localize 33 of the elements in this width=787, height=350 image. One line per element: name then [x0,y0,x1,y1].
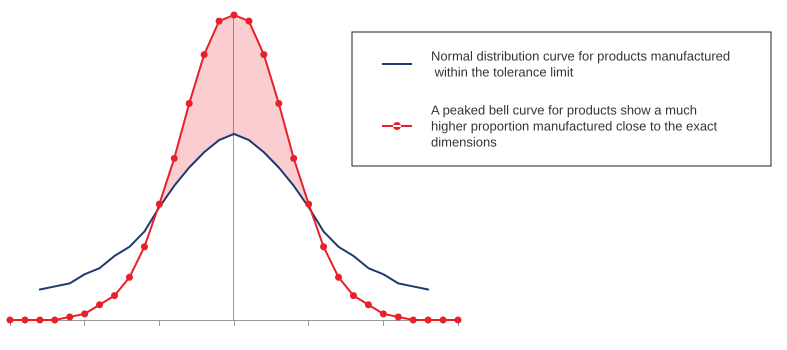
point [200,51,208,58]
point [410,316,417,324]
point [260,51,268,58]
point [156,200,163,208]
point [394,313,402,320]
point [230,12,238,18]
point [216,18,223,25]
point [380,310,387,318]
point [170,154,178,162]
point [245,18,252,25]
point [305,200,312,208]
point [111,292,118,300]
point [81,310,88,318]
point [126,274,133,281]
point [290,154,298,162]
point [440,316,447,324]
point [275,100,282,107]
point [6,316,14,324]
legend-label: A peaked bell curve for products show a much higher proportion manufactured close to the exact dimensions [431,102,721,150]
point [140,243,148,250]
point [350,292,357,300]
point [66,313,74,320]
point [96,301,104,308]
point [335,274,342,281]
point [424,316,432,324]
point [320,243,328,250]
point [36,316,44,324]
legend-label: Normal distribution curve for products manufactured within the tolerance limit [431,48,730,80]
point [364,301,372,308]
point [186,100,193,107]
point [454,316,462,324]
point [21,316,28,324]
point [51,316,58,324]
